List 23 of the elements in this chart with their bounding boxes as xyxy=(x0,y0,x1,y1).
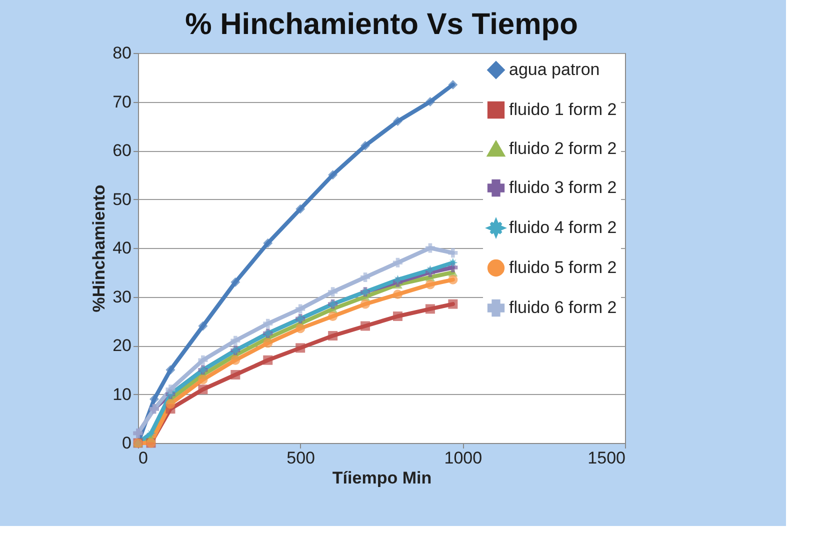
legend-label: fluido 4 form 2 xyxy=(509,218,617,237)
y-tick-label: 0 xyxy=(122,434,132,452)
y-tick-label: 50 xyxy=(112,190,132,209)
legend-label: fluido 1 form 2 xyxy=(509,100,617,119)
x-tick-label: 1000 xyxy=(444,448,482,468)
y-tick-label: 30 xyxy=(112,287,132,306)
legend-label: fluido 2 form 2 xyxy=(509,139,617,158)
chart-title: % Hinchamiento Vs Tiempo xyxy=(185,8,578,41)
y-tick-label: 10 xyxy=(112,384,132,404)
legend-label: agua patron xyxy=(509,60,600,79)
x-axis-title: Tíiempo Min xyxy=(332,468,432,488)
y-tick-label: 40 xyxy=(112,238,132,258)
y-tick-label: 20 xyxy=(112,336,132,355)
x-tick-label: 500 xyxy=(286,448,316,468)
y-tick-label: 70 xyxy=(112,92,132,112)
y-tick-label: 60 xyxy=(112,141,132,160)
y-axis-title: %Hinchamiento xyxy=(90,184,109,312)
legend-label: fluido 5 form 2 xyxy=(509,258,617,277)
legend-label: fluido 3 form 2 xyxy=(509,178,617,197)
legend-label: fluido 6 form 2 xyxy=(509,298,617,317)
x-tick-label: 1500 xyxy=(588,448,626,468)
y-tick-label: 80 xyxy=(112,44,132,62)
x-tick-label: 0 xyxy=(138,448,148,468)
